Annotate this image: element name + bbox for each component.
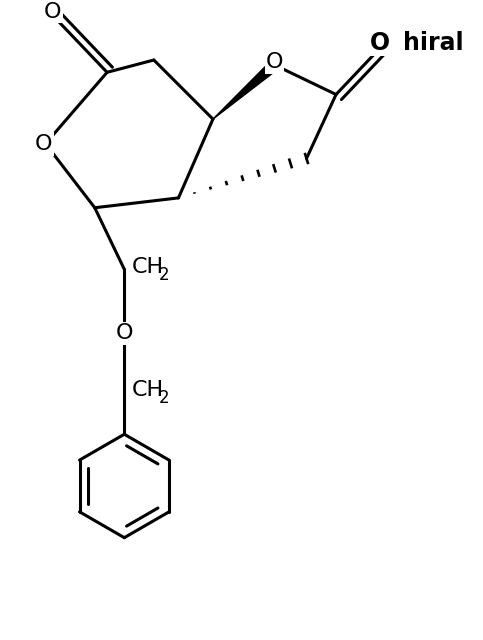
Polygon shape — [213, 61, 278, 119]
Text: O: O — [34, 134, 52, 154]
Text: O: O — [370, 31, 390, 55]
Text: hiral: hiral — [402, 31, 463, 55]
Text: 2: 2 — [159, 266, 170, 284]
Text: CH: CH — [132, 380, 164, 400]
Text: CH: CH — [132, 257, 164, 277]
Text: O: O — [115, 323, 133, 343]
Text: O: O — [44, 3, 62, 22]
Text: O: O — [266, 52, 283, 72]
Text: 2: 2 — [159, 389, 170, 407]
